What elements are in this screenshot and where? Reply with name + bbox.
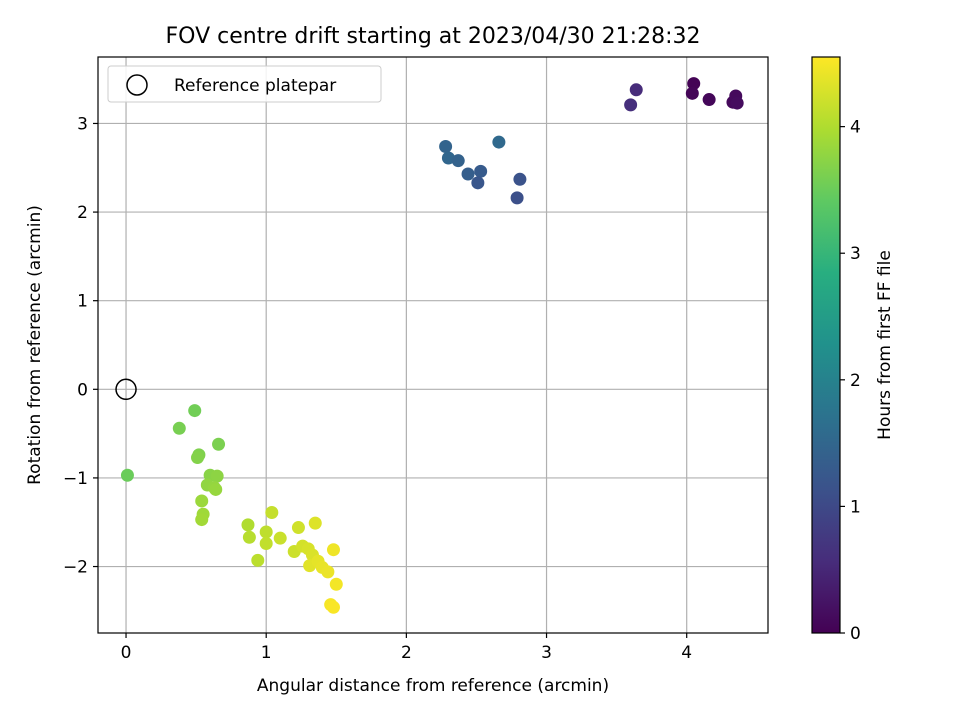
- y-axis-label: Rotation from reference (arcmin): [25, 205, 45, 485]
- data-point: [308, 516, 322, 530]
- x-tick-label: 4: [681, 643, 692, 663]
- data-point: [687, 77, 701, 91]
- data-point: [251, 553, 265, 567]
- data-point: [624, 98, 638, 112]
- y-tick-label: 2: [77, 203, 88, 223]
- data-point: [441, 151, 455, 165]
- data-point: [702, 93, 716, 107]
- legend-box: [107, 65, 382, 103]
- colorbar-tick-label: 3: [850, 244, 861, 264]
- data-point: [326, 600, 340, 614]
- colorbar-tick-label: 2: [850, 371, 861, 391]
- data-point: [210, 469, 224, 483]
- data-point: [510, 191, 524, 205]
- data-point: [492, 135, 506, 149]
- data-point: [474, 164, 488, 178]
- data-point: [209, 482, 223, 496]
- data-point: [195, 513, 209, 527]
- colorbar-tick-label: 1: [850, 497, 861, 517]
- colorbar-label: Hours from first FF file: [875, 250, 895, 440]
- plot-frame: [97, 56, 769, 634]
- data-point: [471, 176, 485, 190]
- colorbar: [811, 56, 841, 634]
- data-point: [195, 494, 209, 508]
- y-tick-label: −1: [63, 469, 88, 489]
- data-point: [242, 530, 256, 544]
- legend: Reference platepar: [107, 65, 382, 103]
- data-point: [265, 505, 279, 519]
- data-point: [461, 167, 475, 181]
- data-point: [241, 518, 255, 532]
- y-tick-label: 1: [77, 292, 88, 312]
- data-point: [629, 83, 643, 97]
- x-axis-label: Angular distance from reference (arcmin): [257, 676, 609, 696]
- data-point: [685, 86, 699, 100]
- data-point: [439, 140, 453, 154]
- colorbar-ticks: 0 1 2 3 4: [840, 118, 861, 644]
- data-point: [259, 536, 273, 550]
- data-point: [259, 525, 273, 539]
- data-point: [212, 437, 226, 451]
- data-point: [120, 468, 134, 482]
- data-point: [451, 154, 465, 168]
- legend-marker: [126, 74, 148, 96]
- grid-lines: [98, 57, 768, 633]
- colorbar-tick-label: 4: [850, 118, 861, 138]
- x-tick-label: 0: [121, 643, 132, 663]
- reference-platepar-marker: [115, 378, 137, 401]
- y-tick-label: −2: [63, 558, 88, 578]
- chart-title: FOV centre drift starting at 2023/04/30 …: [166, 24, 701, 49]
- x-tick-label: 2: [401, 643, 412, 663]
- data-point: [321, 565, 335, 579]
- data-point: [188, 404, 202, 418]
- y-tick-label: 3: [77, 114, 88, 134]
- x-tick-label: 1: [261, 643, 272, 663]
- data-point: [191, 451, 205, 465]
- data-point: [273, 531, 287, 545]
- data-point: [326, 543, 340, 557]
- y-tick-label: 0: [77, 380, 88, 400]
- data-points: [120, 77, 744, 614]
- data-point: [730, 96, 744, 110]
- data-point: [291, 521, 305, 535]
- data-point: [172, 421, 186, 435]
- legend-label: Reference platepar: [174, 76, 336, 96]
- colorbar-tick-label: 0: [850, 624, 861, 644]
- data-point: [513, 172, 527, 186]
- y-axis-ticks: −2 −1 0 1 2 3: [63, 114, 98, 578]
- data-point: [329, 577, 343, 591]
- x-tick-label: 3: [541, 643, 552, 663]
- x-axis-ticks: 0 1 2 3 4: [121, 633, 692, 663]
